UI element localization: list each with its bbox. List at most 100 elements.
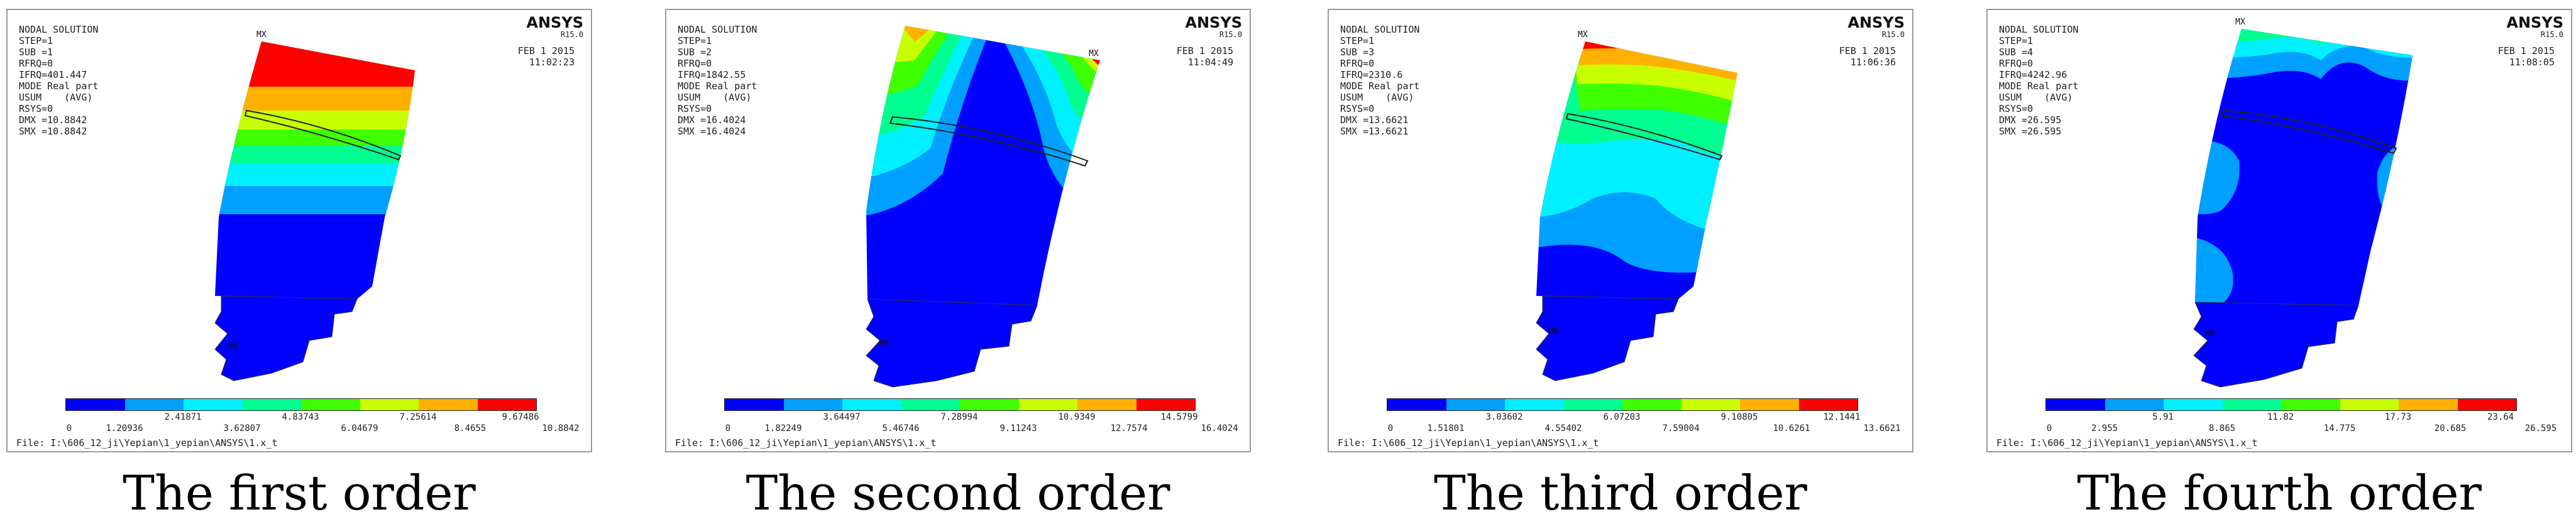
color-legend-bar [724,398,1196,411]
date-time: FEB 1 2015 11:08:05 [2498,45,2555,68]
header-line: IFRQ=1842.55 [678,69,746,80]
max-marker: MX [256,30,267,40]
header-line: SMX =26.595 [1999,126,2062,137]
time-label: 11:08:05 [2509,57,2555,68]
legend-tick-top: 3.03602 [1485,412,1523,422]
ansys-logo: ANSYS [526,14,583,31]
header-line: SUB =4 [1999,46,2034,58]
header-line: IFRQ=401.447 [19,69,87,80]
legend-tick-top: 12.1441 [1823,412,1861,422]
header-line: RFRQ=0 [1999,58,2034,69]
blade-contour-plot [214,41,415,381]
header-line: IFRQ=4242.96 [1999,69,2067,80]
header-line: RSYS=0 [19,103,53,114]
release-label: R15.0 [1219,30,1242,39]
header-line: STEP=1 [678,35,712,46]
header-line: MODE Real part [19,80,99,92]
color-legend-bar [65,398,537,411]
legend-tick-top: 9.67486 [502,412,539,422]
caption-second-order: The second order [746,465,1170,521]
date-time: FEB 1 2015 11:04:49 [1177,45,1233,68]
header-line: NODAL SOLUTION [19,24,99,35]
min-marker: MN [879,339,889,349]
legend-tick-top: 7.25614 [399,412,437,422]
mode-shape-panel-4: NODAL SOLUTION STEP=1 SUB =4 RFRQ=0 IFRQ… [1986,9,2572,452]
legend-tick-bottom: 12.7574 [1110,423,1148,434]
header-line: RFRQ=0 [1340,58,1375,69]
legend-tick-bottom: 1.82249 [764,423,802,434]
header-line: STEP=1 [1340,35,1375,46]
header-line: DMX =16.4024 [678,114,746,126]
date-time: FEB 1 2015 11:06:36 [1839,45,1896,68]
legend-tick-bottom: 8.865 [2208,423,2236,434]
legend-tick-bottom: 4.55402 [1544,423,1582,434]
time-label: 11:06:36 [1850,57,1896,68]
legend-tick-bottom: 2.955 [2091,423,2118,434]
header-line: USUM (AVG) [1340,92,1414,103]
header-line: STEP=1 [1999,35,2034,46]
release-label: R15.0 [2540,30,2563,39]
ansys-logo: ANSYS [1185,14,1242,31]
blade-contour-plot [2193,29,2413,388]
file-path: File: I:\606_12_ji\Yepian\1_yepian\ANSYS… [675,437,937,449]
release-label: R15.0 [1881,30,1905,39]
legend-tick-top: 6.07203 [1603,412,1641,422]
ansys-logo: ANSYS [2506,14,2563,31]
date-label: FEB 1 2015 [2497,45,2555,57]
header-line: RSYS=0 [1340,103,1375,114]
release-label: R15.0 [560,30,583,39]
legend-tick-bottom: 3.62807 [223,423,261,434]
header-line: NODAL SOLUTION [1340,24,1420,35]
file-path: File: I:\606_12_ji\Yepian\1_yepian\ANSYS… [1338,437,1599,449]
max-marker: MX [1089,49,1099,58]
header-line: MODE Real part [1340,80,1420,92]
legend-tick-bottom: 26.595 [2524,423,2557,434]
caption-first-order: The first order [123,465,476,521]
legend-tick-bottom: 0 [1387,423,1394,434]
legend-tick-bottom: 13.6621 [1863,423,1901,434]
header-line: SUB =3 [1340,46,1375,58]
legend-tick-bottom: 0 [2046,423,2052,434]
solution-header: NODAL SOLUTION STEP=1 SUB =1 RFRQ=0 IFRQ… [19,24,98,137]
solution-header: NODAL SOLUTION STEP=1 SUB =2 RFRQ=0 IFRQ… [678,24,757,137]
legend-tick-bottom: 14.775 [2323,423,2356,434]
header-line: DMX =26.595 [1999,114,2062,126]
legend-tick-top: 4.83743 [282,412,319,422]
color-legend-bar [2045,398,2517,411]
legend-tick-bottom: 10.6261 [1773,423,1810,434]
legend-tick-top: 23.64 [2487,412,2514,422]
legend-tick-bottom: 0 [66,423,72,434]
legend-tick-bottom: 8.4655 [454,423,487,434]
legend-tick-top: 7.28994 [940,412,978,422]
legend-tick-top: 14.5799 [1160,412,1198,422]
header-line: STEP=1 [19,35,53,46]
min-marker: MN [228,342,238,351]
min-marker: MN [2205,329,2215,339]
header-line: NODAL SOLUTION [678,24,757,35]
legend-tick-bottom: 1.20936 [106,423,143,434]
legend-tick-top: 5.91 [2152,412,2174,422]
legend-tick-bottom: 16.4024 [1201,423,1238,434]
header-line: SMX =16.4024 [678,126,746,137]
legend-tick-top: 11.82 [2267,412,2294,422]
solution-header: NODAL SOLUTION STEP=1 SUB =3 RFRQ=0 IFRQ… [1340,24,1419,137]
blade-contour-plot [866,26,1100,388]
header-line: SMX =10.8842 [19,126,87,137]
legend-tick-top: 9.10805 [1720,412,1758,422]
header-line: RFRQ=0 [19,58,53,69]
header-line: NODAL SOLUTION [1999,24,2079,35]
legend-tick-bottom: 5.46746 [882,423,920,434]
header-line: USUM (AVG) [19,92,93,103]
header-line: RSYS=0 [678,103,712,114]
date-label: FEB 1 2015 [517,45,575,57]
legend-tick-bottom: 7.59004 [1662,423,1700,434]
caption-fourth-order: The fourth order [2077,465,2482,521]
header-line: DMX =10.8842 [19,114,87,126]
solution-header: NODAL SOLUTION STEP=1 SUB =4 RFRQ=0 IFRQ… [1999,24,2078,137]
legend-tick-bottom: 9.11243 [999,423,1037,434]
legend-tick-bottom: 0 [725,423,731,434]
caption-third-order: The third order [1434,465,1807,521]
legend-tick-bottom: 10.8842 [542,423,580,434]
header-line: DMX =13.6621 [1340,114,1409,126]
header-line: RFRQ=0 [678,58,712,69]
